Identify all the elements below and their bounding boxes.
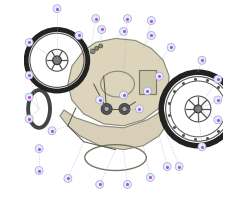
Circle shape bbox=[124, 15, 131, 23]
Circle shape bbox=[95, 46, 99, 50]
Circle shape bbox=[25, 115, 33, 123]
Circle shape bbox=[198, 56, 206, 64]
Circle shape bbox=[99, 44, 103, 48]
Circle shape bbox=[48, 127, 56, 135]
Circle shape bbox=[214, 116, 222, 124]
Circle shape bbox=[167, 43, 175, 51]
Circle shape bbox=[120, 28, 127, 35]
Circle shape bbox=[96, 96, 104, 104]
Circle shape bbox=[143, 87, 151, 95]
Circle shape bbox=[75, 31, 83, 39]
Circle shape bbox=[122, 106, 127, 112]
Circle shape bbox=[92, 15, 100, 23]
Circle shape bbox=[25, 38, 33, 46]
Circle shape bbox=[64, 174, 72, 182]
FancyBboxPatch shape bbox=[139, 70, 156, 94]
Circle shape bbox=[104, 106, 109, 112]
Circle shape bbox=[214, 96, 222, 104]
Circle shape bbox=[98, 26, 106, 33]
Circle shape bbox=[35, 145, 43, 153]
Circle shape bbox=[147, 17, 155, 25]
Circle shape bbox=[124, 180, 131, 188]
Circle shape bbox=[25, 93, 33, 101]
Polygon shape bbox=[68, 38, 169, 126]
Circle shape bbox=[147, 31, 155, 39]
Circle shape bbox=[90, 49, 95, 54]
Circle shape bbox=[146, 173, 154, 181]
Circle shape bbox=[135, 105, 143, 113]
Circle shape bbox=[101, 103, 112, 114]
Circle shape bbox=[194, 105, 202, 113]
Circle shape bbox=[120, 91, 127, 99]
Circle shape bbox=[35, 167, 43, 174]
Circle shape bbox=[175, 163, 183, 171]
Circle shape bbox=[163, 163, 171, 171]
Circle shape bbox=[53, 5, 61, 13]
Circle shape bbox=[25, 71, 33, 79]
Circle shape bbox=[214, 75, 222, 83]
Circle shape bbox=[53, 56, 61, 65]
Circle shape bbox=[155, 72, 163, 80]
Polygon shape bbox=[60, 110, 167, 150]
Circle shape bbox=[96, 180, 104, 188]
Circle shape bbox=[119, 103, 130, 114]
Circle shape bbox=[198, 143, 206, 151]
